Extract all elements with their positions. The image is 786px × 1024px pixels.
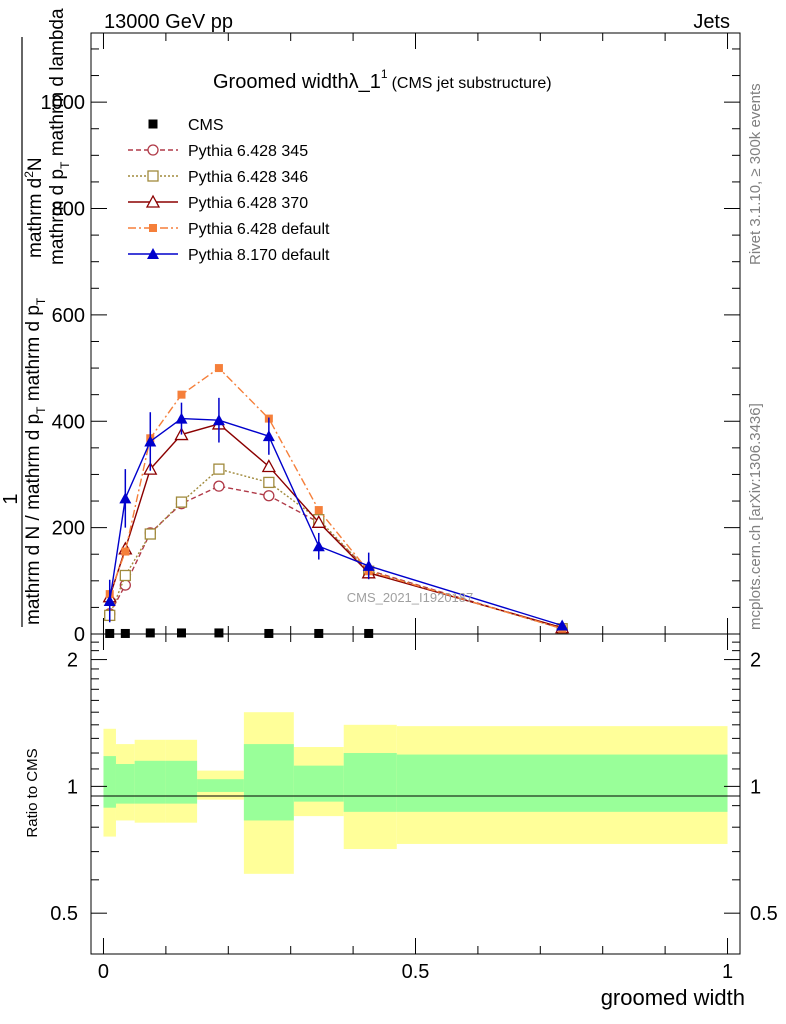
x-tick-label: 0.5 bbox=[402, 961, 430, 983]
main-ylabel-prefix: 1 bbox=[0, 493, 22, 504]
ratio-ytick-label: 2 bbox=[67, 650, 78, 672]
ratio-plot-panel: 0.5 0.5 1 1 2 2 0 0.5 1 bbox=[50, 633, 778, 983]
main-plot-panel: 0 200 400 600 800 1000 CMS_2021_I1920187 Groo… bbox=[41, 32, 741, 646]
data-point bbox=[261, 459, 276, 473]
cms-data-point bbox=[120, 628, 130, 638]
cms-data-point bbox=[214, 628, 224, 638]
data-point bbox=[556, 619, 569, 631]
ratio-band-inner bbox=[103, 756, 116, 808]
series-p345 bbox=[104, 480, 568, 635]
data-point bbox=[262, 430, 275, 442]
series-line bbox=[109, 423, 563, 629]
cms-data-point bbox=[314, 628, 324, 638]
data-point bbox=[144, 528, 156, 540]
data-point bbox=[314, 506, 323, 515]
ratio-ytick-label-right: 2 bbox=[750, 650, 761, 672]
series-p370 bbox=[102, 416, 570, 634]
data-point bbox=[214, 364, 223, 373]
data-point bbox=[103, 595, 116, 607]
series-line bbox=[109, 417, 563, 627]
ratio-ylabel: Ratio to CMS bbox=[24, 748, 41, 837]
data-point bbox=[175, 412, 188, 424]
legend-entry: Pythia 6.428 345 bbox=[188, 143, 308, 160]
x-axis-label: groomed width bbox=[601, 985, 745, 1010]
main-ytick-label: 1000 bbox=[41, 92, 86, 114]
ratio-band-inner bbox=[115, 764, 135, 804]
main-ytick-label: 600 bbox=[52, 305, 85, 327]
data-point bbox=[119, 492, 132, 504]
x-tick-label: 1 bbox=[722, 961, 733, 983]
main-ytick-label: 400 bbox=[52, 411, 85, 433]
main-ylabel-line2: mathrm d pT mathrm d lambda bbox=[47, 8, 72, 265]
ratio-ytick-label-right: 0.5 bbox=[750, 903, 778, 925]
cms-data-point bbox=[264, 628, 274, 638]
data-point bbox=[213, 463, 225, 475]
main-ytick-label: 800 bbox=[52, 199, 85, 221]
data-point bbox=[311, 514, 326, 528]
series-cms bbox=[105, 628, 374, 638]
ratio-axis-ticks: 0.5 0.5 1 1 2 2 0 0.5 1 bbox=[50, 634, 778, 983]
series-p6def bbox=[105, 364, 567, 633]
mcplots-label: mcplots.cern.ch [arXiv:1306.3436] bbox=[747, 403, 764, 630]
legend-marker bbox=[147, 248, 159, 259]
data-point bbox=[119, 569, 131, 582]
ratio-bands-layer bbox=[103, 712, 728, 874]
legend-marker bbox=[149, 224, 157, 232]
legend-marker bbox=[145, 194, 161, 208]
main-ylabel-line1: mathrm d2N bbox=[22, 157, 46, 258]
legend-marker bbox=[148, 119, 158, 129]
ratio-ytick-label-right: 1 bbox=[750, 776, 761, 798]
plot-title: Groomed widthλ_11(CMS jet substructure) bbox=[213, 67, 552, 93]
data-point bbox=[175, 496, 188, 508]
series-p8def bbox=[103, 397, 569, 631]
cms-data-point bbox=[176, 628, 186, 638]
main-ylabel: 1 mathrm d N / mathrm d pT mathrm d pT m… bbox=[0, 8, 72, 627]
analysis-watermark: CMS_2021_I1920187 bbox=[347, 590, 474, 605]
legend-marker bbox=[147, 170, 159, 182]
main-ytick-label: 0 bbox=[74, 624, 85, 646]
header-process: Jets bbox=[693, 11, 730, 33]
series-p346 bbox=[104, 463, 568, 635]
legend-entry: Pythia 6.428 370 bbox=[188, 195, 308, 212]
data-point bbox=[121, 547, 130, 556]
data-point bbox=[312, 540, 325, 552]
cms-data-point bbox=[145, 628, 155, 638]
ratio-ytick-label: 0.5 bbox=[50, 903, 78, 925]
data-point bbox=[362, 559, 375, 571]
ratio-band-inner bbox=[243, 744, 294, 821]
data-point bbox=[177, 390, 186, 399]
main-ylabel-denominator: mathrm d N / mathrm d pT mathrm d pT bbox=[23, 297, 48, 625]
ratio-band-inner bbox=[197, 779, 244, 792]
cms-data-point bbox=[364, 628, 374, 638]
cms-data-point bbox=[105, 628, 115, 638]
main-axis-ticks: 0 200 400 600 800 1000 bbox=[41, 33, 740, 646]
data-point bbox=[263, 490, 275, 502]
x-tick-label: 0 bbox=[98, 961, 109, 983]
ratio-band-inner bbox=[165, 760, 198, 804]
legend-entry: CMS bbox=[188, 117, 224, 134]
rivet-label: Rivet 3.1.10, ≥ 300k events bbox=[747, 83, 764, 265]
ratio-band-inner bbox=[396, 754, 728, 812]
legend: CMS Pythia 6.428 345 Pythia 6.428 346 Pythi… bbox=[128, 117, 330, 264]
legend-entry: Pythia 6.428 default bbox=[188, 221, 330, 238]
series-line bbox=[109, 485, 563, 630]
legend-entry: Pythia 8.170 default bbox=[188, 247, 330, 264]
legend-entry: Pythia 6.428 346 bbox=[188, 169, 308, 186]
legend-marker bbox=[147, 144, 159, 156]
ratio-band-inner bbox=[134, 760, 166, 804]
data-point bbox=[212, 414, 225, 426]
header-energy: 13000 GeV pp bbox=[104, 11, 233, 33]
data-point bbox=[213, 480, 225, 492]
main-ytick-label: 200 bbox=[52, 518, 85, 540]
ratio-ytick-label: 1 bbox=[67, 776, 78, 798]
ratio-band-inner bbox=[343, 753, 397, 812]
data-point bbox=[144, 435, 157, 447]
main-series-layer bbox=[102, 364, 570, 638]
data-point bbox=[263, 476, 275, 489]
